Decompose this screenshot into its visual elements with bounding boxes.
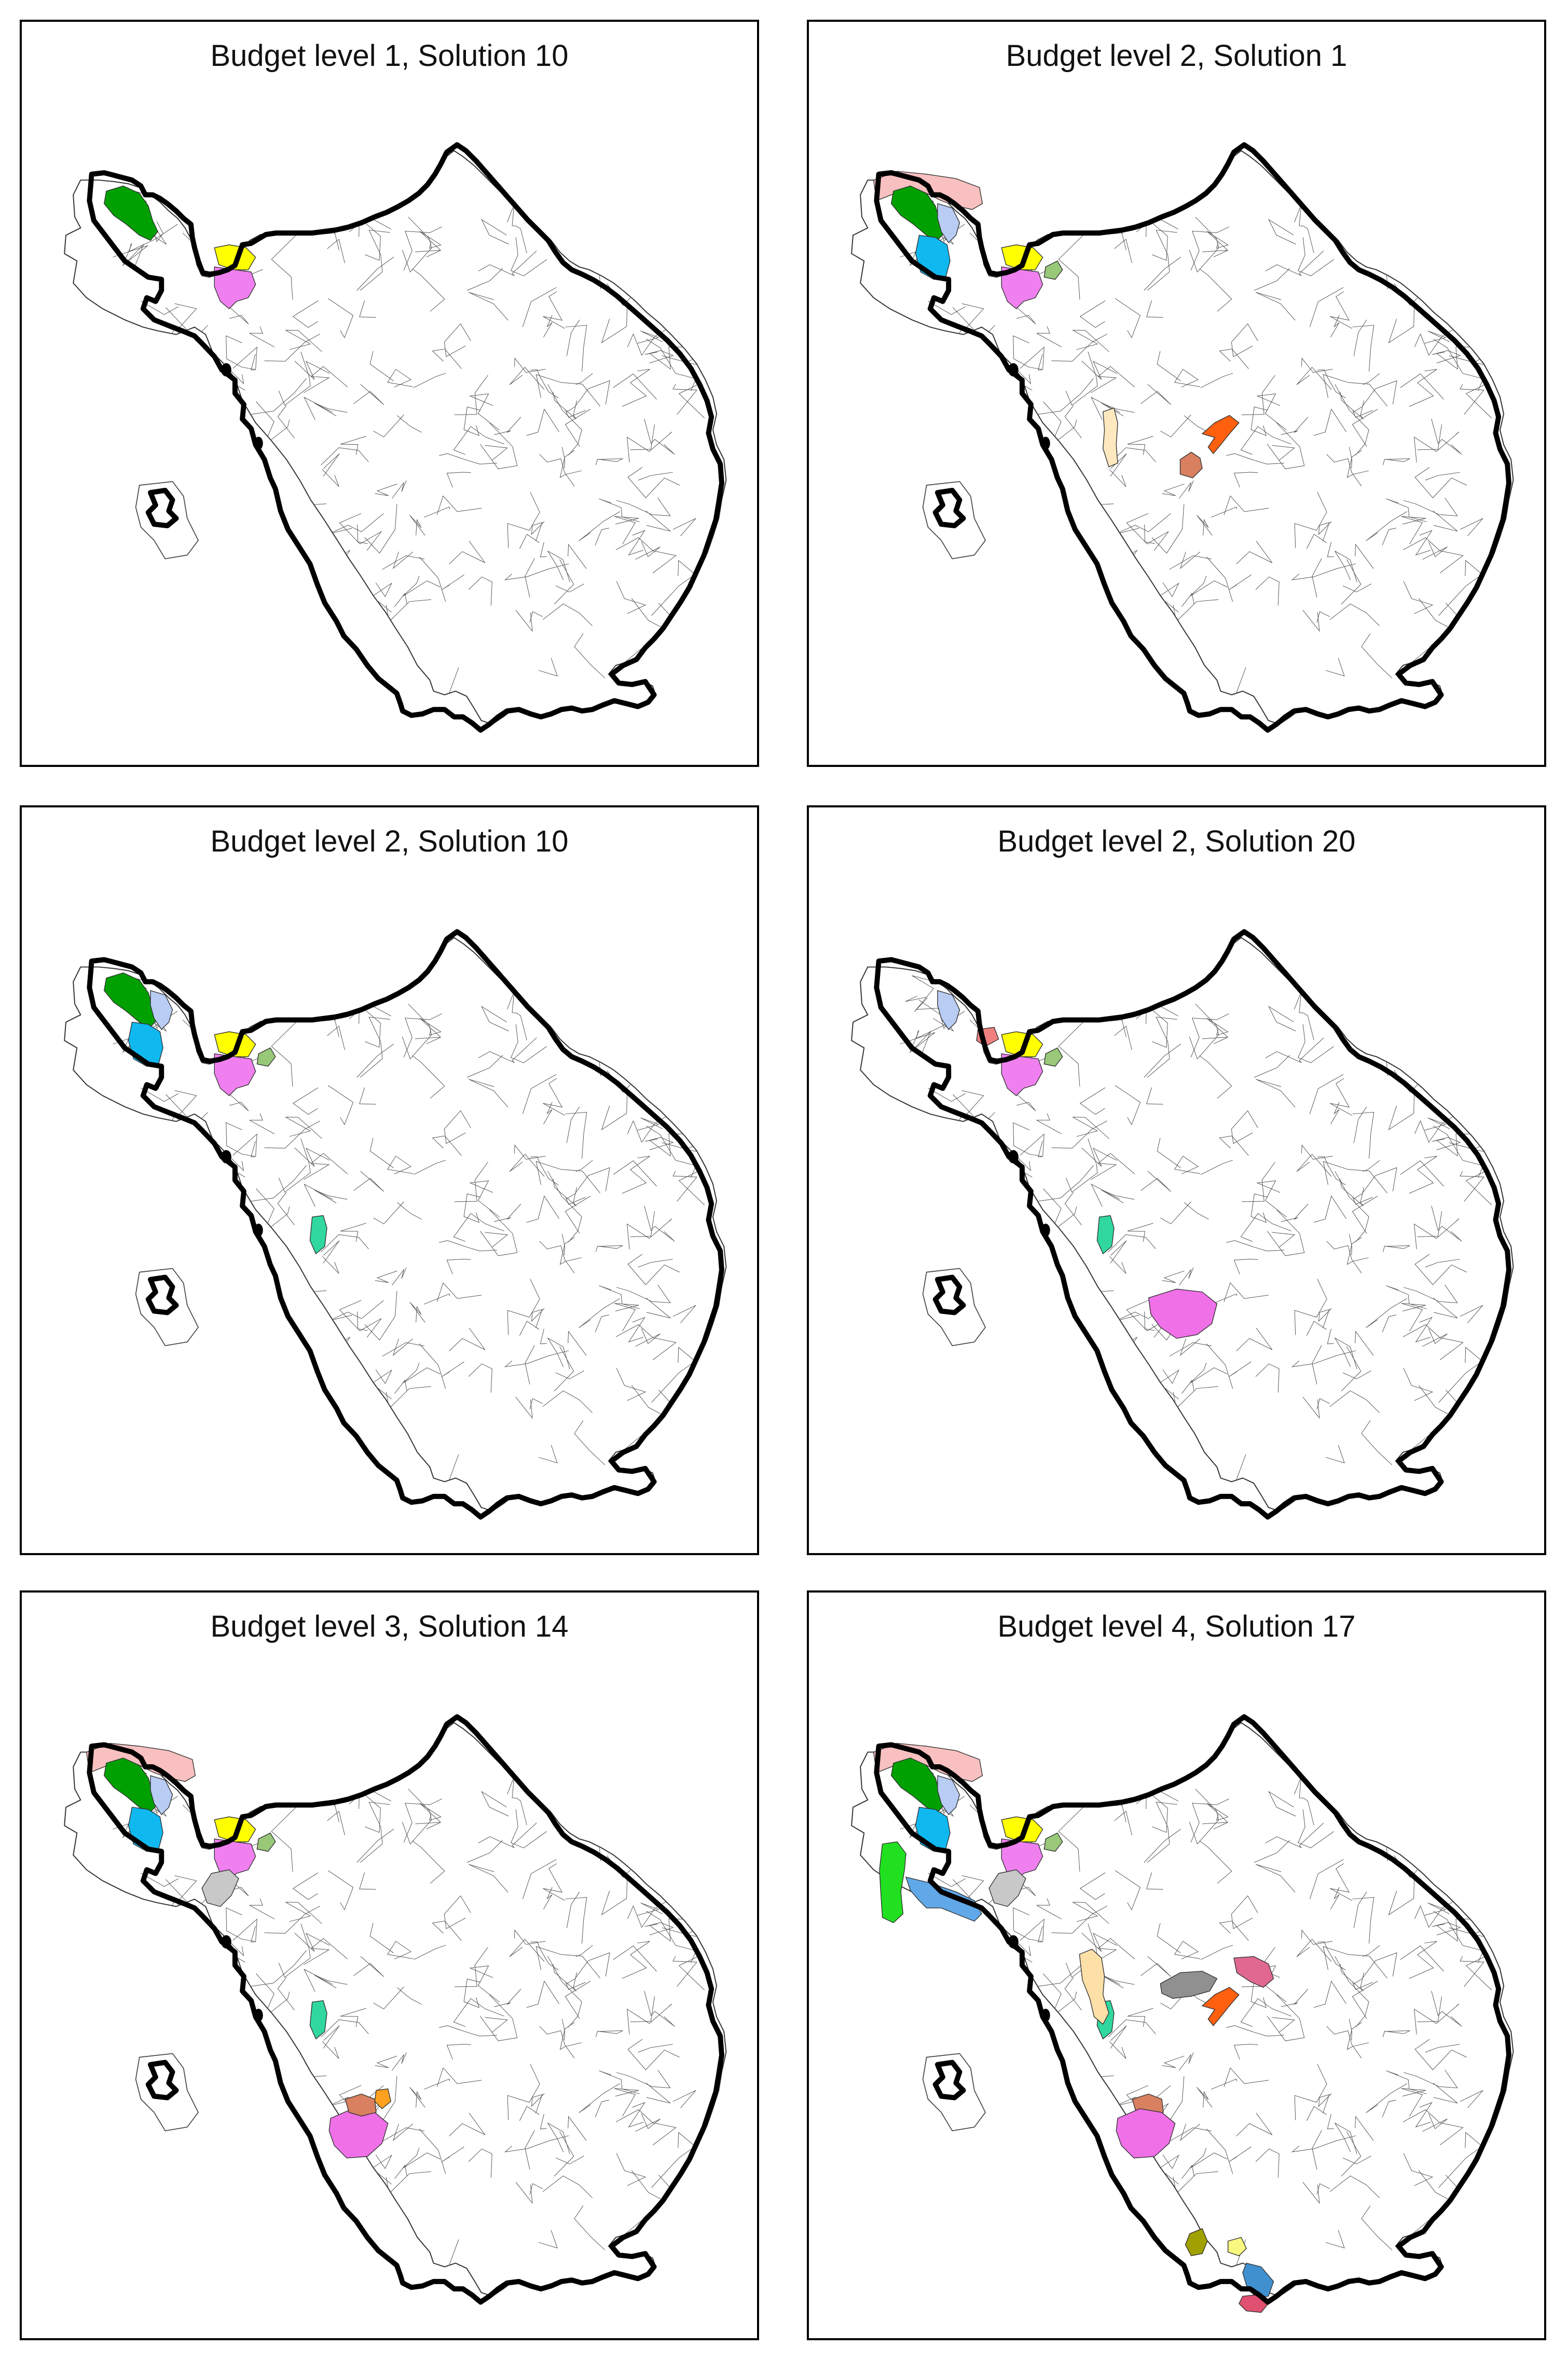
selected-unit-magenta bbox=[1001, 1053, 1043, 1096]
coastline bbox=[922, 2053, 986, 2132]
region-map bbox=[64, 142, 727, 733]
island-border bbox=[145, 2060, 179, 2101]
region-map bbox=[851, 929, 1514, 1520]
selected-unit-paleorange2 bbox=[1079, 1948, 1109, 2025]
selected-unit-yellow bbox=[214, 244, 256, 270]
panel-title: Budget level 1, Solution 10 bbox=[210, 39, 569, 73]
coastline bbox=[135, 481, 199, 559]
selected-unit-olivegreen bbox=[1043, 1047, 1063, 1067]
selected-unit-yellow bbox=[1001, 1031, 1043, 1058]
selected-unit-teal bbox=[309, 2000, 327, 2040]
region-map bbox=[851, 142, 1514, 733]
island-border bbox=[932, 2060, 966, 2101]
small-island bbox=[221, 1935, 231, 1948]
selected-unit-green bbox=[103, 972, 158, 1028]
map-panel-4: Budget level 2, Solution 20 bbox=[807, 805, 1546, 1555]
small-island bbox=[1008, 1935, 1019, 1948]
selected-unit-green bbox=[890, 185, 945, 241]
selected-unit-lightblue bbox=[150, 1775, 173, 1816]
small-island bbox=[1041, 1224, 1050, 1237]
selected-unit-teal bbox=[1096, 1215, 1115, 1255]
coastline bbox=[922, 1268, 986, 1347]
selected-unit-lightblue bbox=[937, 990, 960, 1031]
small-island bbox=[1041, 2009, 1050, 2022]
panel-title: Budget level 2, Solution 10 bbox=[210, 825, 569, 858]
study-area-border bbox=[87, 929, 724, 1520]
map-panel-1: Budget level 1, Solution 10 bbox=[20, 20, 759, 767]
panel-title: Budget level 2, Solution 20 bbox=[997, 825, 1356, 858]
region-map bbox=[64, 929, 727, 1520]
selected-unit-rose bbox=[1233, 1956, 1274, 1988]
small-island bbox=[254, 2009, 263, 2022]
island-border bbox=[145, 488, 179, 529]
small-island bbox=[221, 363, 231, 377]
selected-unit-yellow bbox=[1001, 244, 1043, 270]
small-island bbox=[221, 1150, 231, 1163]
island-border bbox=[932, 1274, 966, 1315]
selected-unit-bigmagenta bbox=[1148, 1288, 1218, 1339]
selected-unit-teal bbox=[309, 1215, 327, 1255]
region-map bbox=[851, 1714, 1514, 2313]
selected-unit-magenta bbox=[214, 266, 256, 310]
coastline bbox=[135, 1268, 199, 1347]
selected-unit-salmon2 bbox=[345, 2093, 377, 2117]
selected-unit-green bbox=[103, 185, 158, 241]
selected-unit-olivegreen bbox=[1043, 1832, 1063, 1852]
selected-unit-lightblue bbox=[937, 203, 960, 243]
selected-unit-yellow bbox=[1001, 1816, 1043, 1843]
study-area-border bbox=[874, 1714, 1511, 2305]
coastline bbox=[922, 481, 986, 559]
selected-unit-yellow bbox=[214, 1031, 256, 1058]
selected-unit-olivegreen bbox=[256, 1832, 276, 1852]
selected-unit-paleorange bbox=[1103, 407, 1118, 468]
selected-unit-salmon bbox=[1179, 451, 1203, 478]
map-panel-3: Budget level 2, Solution 10 bbox=[20, 805, 759, 1555]
selected-unit-olivegreen bbox=[1043, 260, 1063, 280]
map-panel-2: Budget level 2, Solution 1 bbox=[807, 20, 1546, 767]
selected-unit-olive bbox=[1185, 2228, 1208, 2257]
island-border bbox=[932, 488, 966, 529]
island-border bbox=[145, 1274, 179, 1315]
study-area-border bbox=[87, 1714, 724, 2305]
selected-unit-brightgreen bbox=[879, 1841, 906, 1924]
small-island bbox=[1008, 1150, 1019, 1163]
study-area-border bbox=[874, 929, 1511, 1520]
selected-unit-paleyellow bbox=[1227, 2236, 1247, 2257]
selected-unit-darkgray bbox=[1160, 1971, 1218, 1999]
region-map bbox=[64, 1714, 727, 2305]
selected-unit-yellow bbox=[214, 1816, 256, 1843]
coastline bbox=[135, 2053, 199, 2132]
small-island bbox=[254, 1224, 263, 1237]
panel-title: Budget level 4, Solution 17 bbox=[997, 1610, 1356, 1643]
selected-unit-bigmagenta2 bbox=[1116, 2108, 1176, 2159]
map-panel-6: Budget level 4, Solution 17 bbox=[807, 1590, 1546, 2340]
study-area-border bbox=[87, 142, 724, 733]
selected-unit-olivegreen bbox=[256, 1047, 276, 1067]
selected-unit-orangesmall bbox=[374, 2088, 392, 2109]
selected-unit-orange bbox=[1201, 415, 1240, 455]
selected-unit-magenta bbox=[214, 1053, 256, 1096]
selected-unit-gray bbox=[201, 1869, 239, 1907]
selected-unit-lightblue bbox=[150, 990, 173, 1031]
selected-unit-magenta bbox=[1001, 266, 1043, 310]
small-island bbox=[1008, 363, 1019, 377]
selected-unit-lightblue bbox=[937, 1775, 960, 1816]
map-panel-5: Budget level 3, Solution 14 bbox=[20, 1590, 759, 2340]
selected-unit-green bbox=[890, 1758, 945, 1813]
small-island bbox=[1041, 436, 1050, 450]
panel-title: Budget level 2, Solution 1 bbox=[1006, 39, 1347, 73]
selected-unit-orange bbox=[1201, 1987, 1240, 2026]
small-island bbox=[254, 436, 263, 450]
selected-unit-green bbox=[103, 1758, 158, 1813]
panel-title: Budget level 3, Solution 14 bbox=[210, 1610, 569, 1643]
selected-unit-gray bbox=[988, 1869, 1026, 1907]
selected-unit-hook bbox=[905, 1876, 982, 1922]
study-area-border bbox=[874, 142, 1511, 733]
